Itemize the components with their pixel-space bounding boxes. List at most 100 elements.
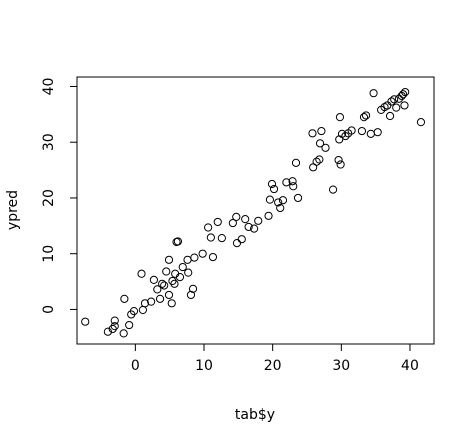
data-point [147,297,156,306]
data-point [110,322,119,331]
y-tick-label: 20 [41,189,57,207]
data-point [110,316,119,325]
data-point [232,239,242,248]
data-point [250,224,259,233]
y-axis-label: ypred [5,190,21,230]
data-point [289,182,298,191]
data-point [217,233,226,243]
x-tick-label: 40 [401,358,419,374]
data-point [228,218,237,228]
data-point [140,299,150,308]
data-point [164,255,174,264]
data-point [416,118,426,127]
data-point [153,285,162,294]
data-point [390,95,399,104]
data-point [81,317,90,326]
data-point [400,101,409,110]
data-point [206,233,215,242]
data-point [232,212,241,222]
data-point [155,294,165,303]
data-point [315,155,324,164]
x-tick-label: 30 [332,358,350,374]
data-point [308,129,317,138]
data-point [267,179,277,189]
data-point [336,160,345,169]
data-point [357,126,367,136]
data-point [175,273,185,282]
data-point [184,268,193,277]
data-point [359,113,369,122]
data-point [168,276,177,286]
data-point [315,139,325,148]
data-point [317,126,326,136]
data-point [138,305,148,315]
data-point [399,90,408,99]
x-tick-label: 0 [131,358,140,374]
data-point [265,195,275,204]
data-point [178,262,187,272]
data-point [321,143,330,152]
data-point [394,94,404,103]
data-point [149,275,158,284]
data-point [254,216,263,225]
data-point [264,211,273,220]
data-point [334,155,343,165]
data-point [244,222,253,232]
data-point [291,158,301,167]
data-point [103,327,112,336]
data-point [241,215,250,224]
data-point [276,203,285,213]
data-point [137,269,146,278]
data-point [373,128,382,137]
data-point [312,157,321,166]
data-point [274,198,283,207]
x-axis-label: tab$y [235,407,275,423]
data-point [125,320,134,330]
data-point [237,235,246,244]
data-point [369,89,378,98]
data-point [129,307,139,316]
data-points [81,87,426,338]
data-point [173,237,183,246]
data-point [401,87,410,97]
data-point [170,279,179,288]
data-point [198,249,207,258]
data-point [164,290,174,300]
data-point [288,177,297,186]
x-tick-label: 10 [195,358,213,374]
data-point [108,324,117,334]
data-point [282,178,291,187]
data-point [208,252,218,262]
data-point [213,217,222,227]
y-tick-label: 10 [41,245,57,263]
plot-area [76,76,435,345]
data-point [186,290,196,300]
data-point [158,279,167,288]
data-point [204,223,213,232]
y-tick-label: 40 [41,78,57,96]
data-point [162,267,171,276]
data-point [120,294,129,303]
data-point [347,126,356,135]
data-point [387,97,396,106]
data-point [278,196,288,205]
y-tick-label: 30 [41,133,57,151]
x-axis: 0 10 20 30 40 [131,344,419,374]
data-point [361,111,371,120]
data-point [385,111,395,121]
data-point [392,103,401,112]
data-point [188,284,198,293]
data-point [119,329,128,338]
data-point [167,299,176,308]
data-point [335,113,345,122]
data-point [160,281,169,290]
x-tick-label: 20 [264,358,282,374]
y-axis: 0 10 20 30 40 [41,78,77,314]
data-point [366,129,375,138]
data-point [269,184,279,194]
y-tick-label: 0 [41,305,57,314]
data-point [190,253,199,262]
data-point [183,255,192,264]
data-point [293,193,303,203]
